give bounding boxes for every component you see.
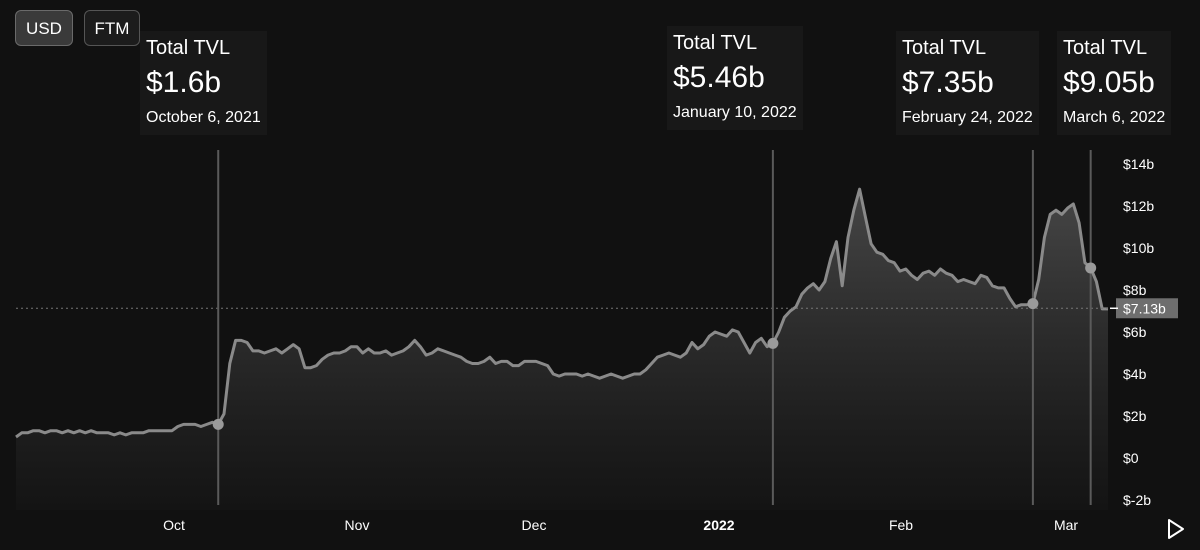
tooltip-date: January 10, 2022 (673, 104, 797, 121)
y-axis-tick-label: $6b (1123, 324, 1147, 340)
x-axis-tick-label: Oct (163, 517, 185, 533)
x-axis-tick-label: 2022 (703, 517, 734, 533)
crosshair-marker (212, 418, 224, 430)
tooltip-value: $5.46b (673, 61, 765, 94)
tvl-tooltip-feb-24: Total TVL $7.35b February 24, 2022 (896, 31, 1039, 135)
x-axis-tick-label: Nov (345, 517, 370, 533)
x-axis-tick-label: Feb (889, 517, 913, 533)
series-area (16, 189, 1108, 510)
y-axis-tick-label: $0 (1123, 450, 1139, 466)
tooltip-label: Total TVL (146, 37, 231, 59)
tooltip-date: October 6, 2021 (146, 109, 261, 126)
ftm-toggle-button[interactable]: FTM (84, 10, 140, 46)
tooltip-date: February 24, 2022 (902, 109, 1033, 126)
crosshair-marker (1027, 298, 1039, 310)
tooltip-label: Total TVL (902, 37, 987, 59)
current-value-badge (1116, 298, 1178, 319)
usd-toggle-button[interactable]: USD (15, 10, 73, 46)
crosshair-marker (767, 337, 779, 349)
y-axis-tick-label: $4b (1123, 366, 1147, 382)
series-line (15, 187, 1108, 439)
tvl-tooltip-jan-10: Total TVL $5.46b January 10, 2022 (667, 26, 803, 130)
tooltip-value: $7.35b (902, 66, 994, 99)
y-axis-tick-label: $-2b (1123, 492, 1151, 508)
x-axis-tick-label: Dec (522, 517, 547, 533)
y-axis-tick-label: $14b (1123, 156, 1154, 172)
x-axis-tick-label: Mar (1054, 517, 1078, 533)
y-axis-tick-label: $2b (1123, 408, 1147, 424)
tvl-tooltip-oct-6: Total TVL $1.6b October 6, 2021 (140, 31, 267, 135)
tooltip-label: Total TVL (1063, 37, 1148, 59)
current-value-label: $7.13b (1123, 300, 1166, 316)
y-axis-tick-label: $8b (1123, 282, 1147, 298)
y-axis-tick-label: $10b (1123, 240, 1154, 256)
tooltip-date: March 6, 2022 (1063, 109, 1166, 126)
play-icon[interactable] (1166, 518, 1186, 540)
tooltip-value: $9.05b (1063, 66, 1155, 99)
y-axis-tick-label: $12b (1123, 198, 1154, 214)
tvl-tooltip-mar-6: Total TVL $9.05b March 6, 2022 (1057, 31, 1172, 135)
tooltip-value: $1.6b (146, 66, 222, 99)
tooltip-label: Total TVL (673, 32, 758, 54)
crosshair-marker (1085, 262, 1097, 274)
